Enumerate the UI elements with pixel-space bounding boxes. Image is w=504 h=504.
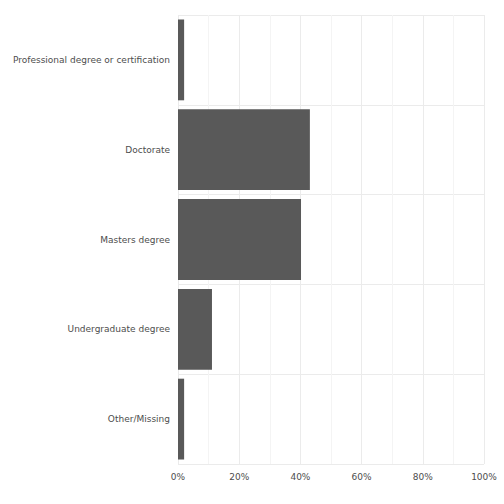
svg-text:100%: 100% — [471, 472, 497, 482]
svg-text:80%: 80% — [413, 472, 433, 482]
svg-text:Professional degree or certifi: Professional degree or certification — [13, 55, 170, 65]
svg-text:40%: 40% — [290, 472, 310, 482]
svg-text:Undergraduate degree: Undergraduate degree — [68, 324, 171, 334]
svg-text:0%: 0% — [171, 472, 186, 482]
svg-text:Other/Missing: Other/Missing — [108, 414, 170, 424]
svg-text:Masters degree: Masters degree — [100, 235, 170, 245]
svg-text:20%: 20% — [229, 472, 249, 482]
svg-text:60%: 60% — [352, 472, 372, 482]
svg-text:Doctorate: Doctorate — [125, 145, 170, 155]
